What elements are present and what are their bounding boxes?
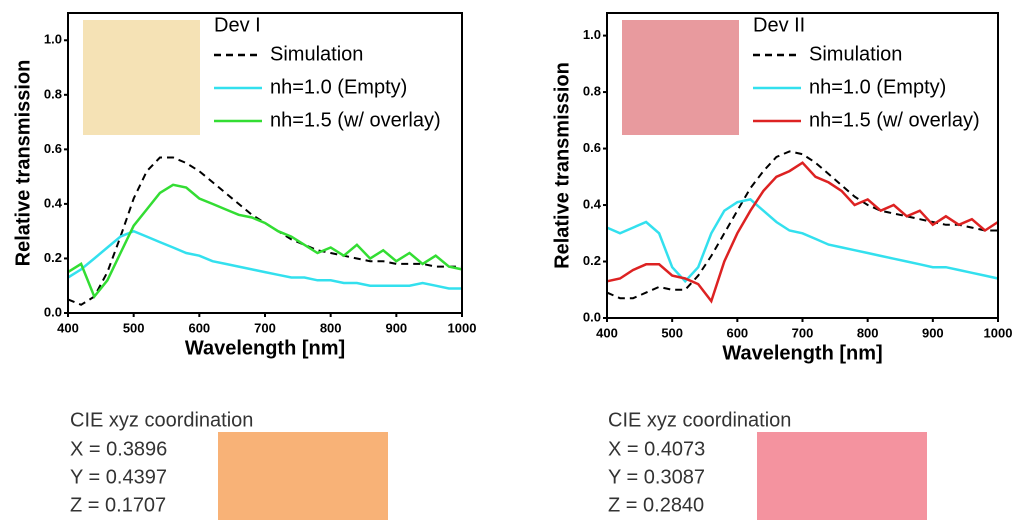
cie-value: Y = 0.4397 [70,466,167,488]
legend-label: Simulation [809,43,902,65]
inset-image [83,20,200,135]
legend-label: nh=1.5 (w/ overlay) [270,109,441,131]
series-line [606,198,999,284]
y-tick-label: 0.0 [583,309,601,324]
y-tick-label: 0.2 [583,253,601,268]
y-tick-label: 0.2 [44,250,62,265]
cie-value: Z = 0.1707 [70,494,166,516]
x-tick-label: 700 [792,325,814,340]
series-line [67,183,463,300]
x-axis-label: Wavelength [nm] [185,337,345,359]
legend-label: nh=1.0 (Empty) [809,76,946,98]
cie-value: Y = 0.3087 [608,466,705,488]
legend-title: Dev II [753,14,805,36]
y-tick-label: 0.8 [44,86,62,101]
y-axis-label: Relative transmission [551,62,573,269]
cie-title: CIE xyz coordination [70,409,253,431]
series-line [606,150,998,300]
y-tick-label: 0.4 [44,195,63,210]
y-tick-label: 0.0 [44,304,62,319]
color-swatch [757,432,927,520]
inset-image [622,20,739,135]
x-tick-label: 700 [254,320,276,335]
color-swatch [218,432,388,520]
cie-value: X = 0.4073 [608,438,705,460]
x-tick-label: 1000 [448,320,477,335]
x-tick-label: 400 [596,325,618,340]
x-tick-label: 900 [385,320,407,335]
x-tick-label: 900 [922,325,944,340]
x-tick-label: 600 [726,325,748,340]
legend-title: Dev I [214,14,261,36]
x-tick-label: 500 [661,325,683,340]
x-tick-label: 600 [188,320,210,335]
y-tick-label: 0.8 [583,84,601,99]
legend-label: nh=1.0 (Empty) [270,76,407,98]
cie-value: Z = 0.2840 [608,494,704,516]
x-tick-label: 800 [857,325,879,340]
y-tick-label: 1.0 [583,27,601,42]
legend-label: nh=1.5 (w/ overlay) [809,109,980,131]
x-tick-label: 800 [320,320,342,335]
x-tick-label: 500 [123,320,145,335]
series-line [606,161,999,304]
y-axis-label: Relative transmission [12,60,34,267]
legend-label: Simulation [270,43,363,65]
x-axis-label: Wavelength [nm] [722,342,882,364]
y-tick-label: 1.0 [44,32,62,47]
y-tick-label: 0.6 [583,140,601,155]
series-line [67,229,462,290]
y-tick-label: 0.4 [583,196,602,211]
y-tick-label: 0.6 [44,141,62,156]
cie-title: CIE xyz coordination [608,409,791,431]
x-tick-label: 400 [57,320,79,335]
x-tick-label: 1000 [984,325,1013,340]
cie-value: X = 0.3896 [70,438,167,460]
series-line [67,156,462,306]
